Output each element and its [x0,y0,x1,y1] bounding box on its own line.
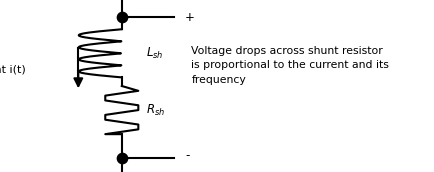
Point [118,157,125,160]
Text: $L_{sh}$: $L_{sh}$ [145,46,163,61]
Text: +: + [184,11,194,24]
Text: Voltage drops across shunt resistor
is proportional to the current and its
frequ: Voltage drops across shunt resistor is p… [191,46,388,85]
Text: Current i(t): Current i(t) [0,65,26,75]
Text: $R_{sh}$: $R_{sh}$ [145,103,164,118]
Text: -: - [184,149,189,162]
Point [118,16,125,19]
